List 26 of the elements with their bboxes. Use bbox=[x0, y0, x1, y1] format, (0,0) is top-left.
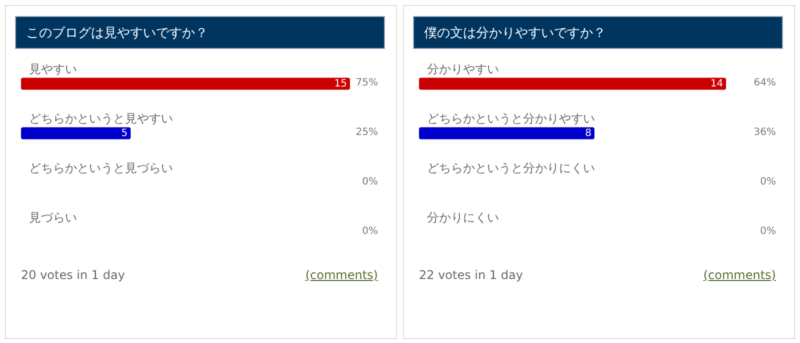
text: 22 votes in 1 day bbox=[419, 268, 523, 282]
text: (comments) bbox=[703, 268, 776, 282]
y-tick-label: どちらかというと分かりにくい bbox=[427, 160, 595, 175]
y-tick-label: 見やすい bbox=[29, 62, 77, 76]
data-label: 15 bbox=[334, 78, 347, 90]
text: 75% bbox=[356, 77, 378, 88]
text: 0% bbox=[760, 226, 776, 237]
text: (comments) bbox=[305, 268, 378, 282]
y-tick-label: どちらかというと見やすい bbox=[29, 111, 173, 126]
text: 25% bbox=[356, 126, 378, 138]
y-tick-label: どちらかというと分かりやすい bbox=[427, 111, 595, 126]
y-tick-label: 分かりにくい bbox=[427, 210, 499, 224]
text: 0% bbox=[362, 226, 378, 237]
text: 64% bbox=[754, 77, 776, 88]
data-label: 8 bbox=[585, 128, 592, 139]
data-label: 5 bbox=[121, 128, 128, 139]
y-tick-label: どちらかというと見づらい bbox=[29, 160, 173, 175]
y-tick-label: 見づらい bbox=[29, 210, 77, 224]
chart-title: 僕の文は分かりやすいですか？ bbox=[413, 16, 783, 49]
chart-title: このブログは見やすいですか？ bbox=[15, 16, 385, 49]
text: 0% bbox=[362, 176, 378, 188]
data-label: 14 bbox=[710, 78, 724, 90]
text: 20 votes in 1 day bbox=[21, 268, 125, 282]
text: 0% bbox=[760, 176, 776, 188]
text: 36% bbox=[754, 126, 776, 138]
y-tick-label: 分かりやすい bbox=[427, 62, 499, 76]
